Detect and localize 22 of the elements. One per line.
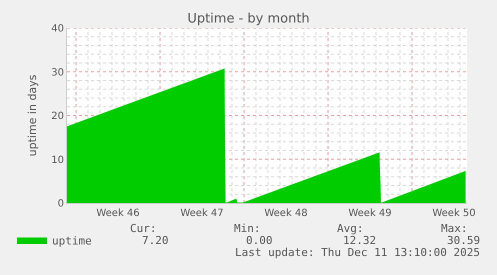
text: 0.00 (246, 234, 272, 247)
x-tick-label: Week 49 (348, 208, 392, 219)
x-tick-label: Week 47 (180, 208, 224, 219)
y-axis-title: uptime in days (26, 74, 39, 156)
x-tick-label: Week 48 (264, 208, 308, 219)
y-tick-label: 10 (51, 154, 64, 166)
x-tick-label: Week 50 (432, 208, 476, 219)
y-tick-label: 0 (58, 198, 64, 210)
y-tick-label: 20 (51, 111, 64, 122)
text: 30.59 (447, 234, 480, 247)
x-tick-label: Week 46 (96, 208, 140, 219)
text: 12.32 (343, 234, 376, 247)
text: Last update: Thu Dec 11 13:10:00 2025 (235, 246, 480, 259)
y-tick-label: 40 (51, 24, 64, 34)
text: Avg: (337, 222, 364, 235)
text: Min: (234, 222, 260, 235)
text: Max: (441, 222, 468, 235)
text: Cur: (130, 222, 156, 235)
legend-label: uptime (52, 234, 92, 248)
text: 7.20 (142, 234, 168, 247)
chart-title: Uptime - by month (187, 12, 310, 27)
y-tick-label: 30 (51, 67, 64, 78)
